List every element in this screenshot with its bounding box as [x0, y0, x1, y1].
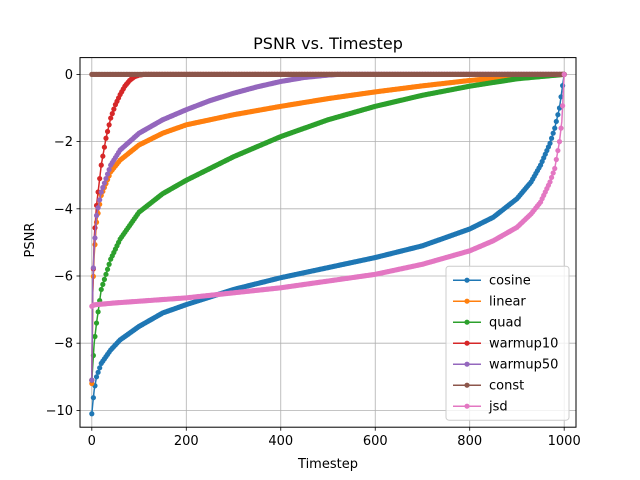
data-point	[100, 281, 106, 287]
y-tick-label: −4	[54, 202, 73, 217]
legend-item-warmup50[interactable]: warmup50	[453, 358, 558, 373]
data-point	[109, 111, 115, 117]
data-point	[100, 153, 106, 159]
data-point	[103, 271, 109, 277]
legend-label: jsd	[488, 400, 508, 415]
plot-frame	[79, 57, 577, 428]
y-tick-label: −10	[46, 404, 73, 419]
series-layer	[89, 71, 567, 417]
x-tick-label: 400	[268, 434, 293, 449]
data-point	[560, 103, 566, 109]
data-point	[552, 125, 558, 131]
data-point	[98, 286, 104, 293]
data-point	[103, 175, 109, 182]
x-tick-label: 600	[363, 434, 388, 449]
x-tick-label: 0	[88, 434, 96, 449]
legend-item-warmup10[interactable]: warmup10	[453, 337, 558, 352]
data-point	[95, 369, 101, 375]
data-point	[101, 144, 108, 150]
data-point	[101, 276, 108, 282]
legend-label: warmup10	[489, 337, 558, 352]
data-point	[98, 189, 104, 195]
data-point	[555, 147, 561, 154]
data-point	[548, 135, 555, 141]
data-point	[90, 395, 96, 401]
legend-marker	[464, 382, 470, 388]
data-point	[97, 365, 103, 371]
data-point	[561, 71, 567, 77]
data-point	[558, 125, 564, 131]
data-point	[90, 265, 96, 271]
data-point	[93, 320, 100, 326]
data-point	[97, 197, 103, 203]
legend-label: cosine	[489, 274, 531, 289]
legend-label: const	[489, 379, 524, 394]
data-point	[92, 235, 98, 241]
y-tick-label: −8	[54, 337, 73, 352]
data-point	[547, 140, 553, 146]
data-point	[95, 205, 101, 211]
legend-marker	[464, 277, 470, 283]
data-point	[555, 112, 561, 118]
data-point	[92, 333, 98, 340]
x-tick-label: 1000	[548, 434, 581, 449]
data-point	[552, 165, 558, 172]
legend-label: quad	[489, 316, 522, 331]
legend-item-const[interactable]: const	[453, 379, 524, 394]
x-tick-label: 200	[174, 434, 199, 449]
legend-marker	[464, 340, 470, 346]
data-point	[95, 309, 101, 315]
data-point	[103, 135, 109, 141]
legend-item-linear[interactable]: linear	[453, 295, 526, 310]
data-point	[553, 118, 559, 125]
legend-item-jsd[interactable]: jsd	[453, 400, 508, 415]
x-axis-label: Timestep	[297, 457, 358, 472]
legend-item-quad[interactable]: quad	[453, 316, 522, 331]
data-point	[108, 115, 114, 121]
data-point	[100, 184, 106, 191]
data-point	[550, 130, 556, 136]
legend-item-cosine[interactable]: cosine	[453, 274, 531, 289]
legend-label: linear	[489, 295, 526, 310]
y-axis-label: PSNR	[23, 223, 38, 258]
data-point	[550, 170, 556, 176]
data-point	[98, 162, 104, 168]
chart-title: PSNR vs. Timestep	[253, 34, 403, 53]
data-point	[106, 167, 112, 173]
data-point	[93, 212, 100, 219]
tick-layer: 0 200 400 600 800 1000 −10 −8 −6 −4 −2 0	[46, 68, 581, 449]
legend-marker	[464, 319, 470, 325]
data-point	[104, 171, 111, 177]
legend-box	[445, 265, 570, 421]
data-point	[89, 377, 95, 383]
legend-marker	[464, 361, 470, 367]
data-point	[556, 139, 563, 145]
data-point	[93, 374, 100, 380]
y-tick-label: 0	[65, 68, 73, 83]
series-jsd	[89, 71, 567, 309]
data-point	[101, 180, 108, 186]
data-point	[553, 156, 559, 163]
data-point	[104, 266, 111, 272]
legend-label: warmup50	[489, 358, 558, 373]
data-point	[97, 175, 103, 182]
y-tick-label: −6	[54, 270, 73, 285]
legend-marker	[464, 298, 470, 304]
grid-lines	[80, 57, 576, 428]
data-point	[548, 174, 555, 181]
data-point	[104, 128, 111, 135]
y-tick-label: −2	[54, 135, 73, 150]
data-point	[547, 179, 553, 185]
legend[interactable]: cosine linear quad warmup10 warmup50 const jsd	[445, 265, 570, 421]
data-point	[106, 122, 112, 128]
data-point	[111, 106, 117, 112]
series-const	[89, 71, 567, 77]
x-tick-label: 800	[457, 434, 482, 449]
data-point	[106, 261, 112, 267]
data-point	[89, 411, 95, 417]
legend-marker	[464, 403, 470, 409]
